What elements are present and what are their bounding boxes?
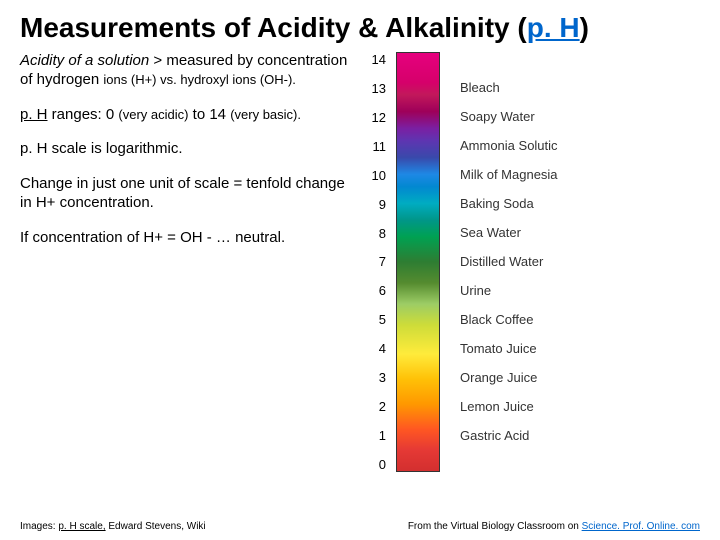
content-area: Acidity of a solution > measured by conc…: [0, 52, 720, 472]
para-ranges: p. H ranges: 0 (very acidic) to 14 (very…: [20, 106, 350, 125]
para2-small2: (very basic).: [230, 107, 301, 122]
scale-number: 1: [370, 428, 386, 443]
scale-number: 11: [370, 139, 386, 154]
scale-number: 8: [370, 226, 386, 241]
para2-small1: (very acidic): [118, 107, 188, 122]
scale-label: Distilled Water: [460, 255, 558, 269]
scale-label: Milk of Magnesia: [460, 168, 558, 182]
scale-number: 14: [370, 52, 386, 67]
footer-right-prefix: From the Virtual Biology Classroom on: [408, 521, 582, 532]
para-log: p. H scale is logarithmic.: [20, 140, 350, 159]
scale-number: 13: [370, 81, 386, 96]
ph-scale-diagram: 14131211109876543210 BleachSoapy WaterAm…: [360, 52, 700, 472]
scale-number: 0: [370, 457, 386, 472]
footer-left: Images: p. H scale, Edward Stevens, Wiki: [20, 521, 206, 532]
title-ph-link[interactable]: p. H: [527, 12, 580, 43]
para-tenfold: Change in just one unit of scale = tenfo…: [20, 175, 350, 213]
scale-label: Lemon Juice: [460, 400, 558, 414]
scale-number: 10: [370, 168, 386, 183]
scale-label: [460, 458, 558, 472]
scale-label: [460, 52, 558, 66]
scale-label: Baking Soda: [460, 197, 558, 211]
para-neutral: If concentration of H+ = OH - … neutral.: [20, 229, 350, 248]
title-paren-close: ): [580, 12, 589, 43]
footer: Images: p. H scale, Edward Stevens, Wiki…: [20, 521, 700, 532]
footer-right: From the Virtual Biology Classroom on Sc…: [408, 521, 700, 532]
footer-left-prefix: Images:: [20, 521, 58, 532]
ph-gradient-bar: [396, 52, 440, 472]
para2-b: to 14: [188, 106, 230, 123]
footer-site-link[interactable]: Science. Prof. Online. com: [582, 521, 700, 532]
scale-number: 5: [370, 312, 386, 327]
scale-number: 3: [370, 370, 386, 385]
scale-label: Orange Juice: [460, 371, 558, 385]
footer-image-link[interactable]: p. H scale,: [58, 521, 105, 532]
scale-label: Ammonia Solutic: [460, 139, 558, 153]
scale-label: Tomato Juice: [460, 342, 558, 356]
scale-number: 12: [370, 110, 386, 125]
page-title: Measurements of Acidity & Alkalinity (p.…: [0, 0, 720, 52]
title-paren-open: (: [517, 12, 526, 43]
scale-number: 6: [370, 283, 386, 298]
scale-numbers: 14131211109876543210: [370, 52, 396, 472]
para2-u: p. H: [20, 106, 48, 123]
scale-label: Gastric Acid: [460, 429, 558, 443]
scale-number: 9: [370, 197, 386, 212]
title-main: Measurements of Acidity & Alkalinity: [20, 12, 517, 43]
text-column: Acidity of a solution > measured by conc…: [20, 52, 360, 472]
scale-label: Soapy Water: [460, 110, 558, 124]
scale-number: 2: [370, 399, 386, 414]
scale-label: Black Coffee: [460, 313, 558, 327]
para-acidity: Acidity of a solution > measured by conc…: [20, 52, 350, 90]
scale-label: Urine: [460, 284, 558, 298]
scale-number: 4: [370, 341, 386, 356]
footer-left-suffix: Edward Stevens, Wiki: [106, 521, 206, 532]
scale-labels: Bleach Soapy Water Ammonia Solutic Milk of …: [440, 52, 558, 472]
para1-italic: Acidity of a solution: [20, 52, 149, 69]
scale-label: Sea Water: [460, 226, 558, 240]
para1-small: ions (H+) vs. hydroxyl ions (OH-).: [103, 72, 296, 87]
scale-label: Bleach: [460, 81, 558, 95]
para2-a: ranges: 0: [48, 106, 119, 123]
scale-number: 7: [370, 254, 386, 269]
